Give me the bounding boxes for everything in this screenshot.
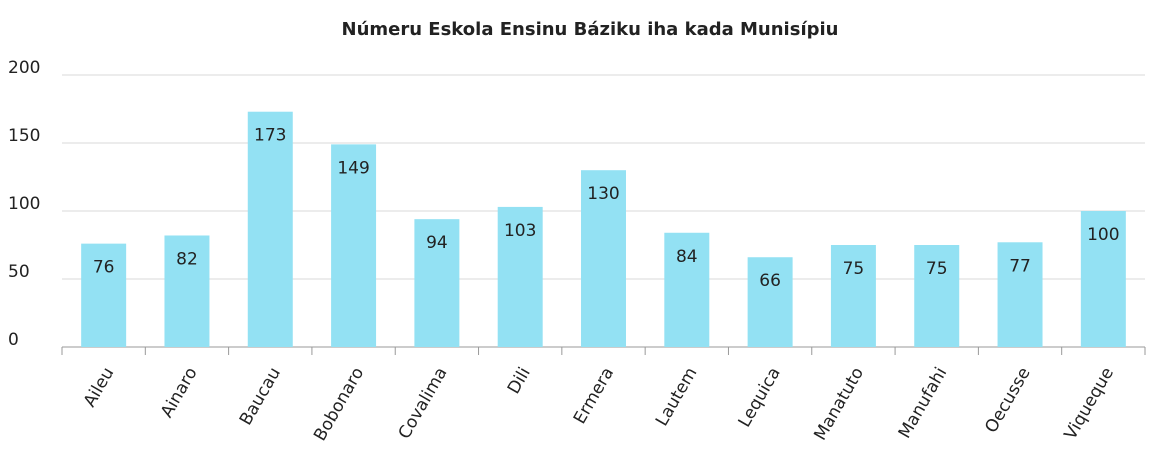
bar bbox=[1080, 211, 1126, 347]
bar bbox=[81, 243, 127, 347]
bar bbox=[497, 206, 543, 347]
y-tick-label: 150 bbox=[8, 126, 40, 146]
x-tick-label: Covalima bbox=[395, 364, 452, 443]
bar bbox=[581, 170, 626, 347]
bar bbox=[664, 232, 710, 347]
y-tick-label: 100 bbox=[8, 194, 40, 214]
value-label: 130 bbox=[587, 184, 619, 204]
bar bbox=[414, 219, 460, 347]
y-tick-label: 200 bbox=[8, 58, 40, 78]
value-label: 77 bbox=[1009, 256, 1031, 276]
x-tick-label: Viqueque bbox=[1061, 364, 1118, 443]
value-label: 75 bbox=[926, 259, 948, 279]
x-tick-label: Lautem bbox=[652, 364, 702, 430]
bar bbox=[914, 245, 960, 347]
value-label: 82 bbox=[176, 249, 198, 269]
x-tick-label: Lequica bbox=[735, 364, 785, 431]
bar bbox=[247, 111, 293, 347]
x-tick-label: Manatuto bbox=[810, 364, 868, 444]
x-tick-label: Oecusse bbox=[981, 364, 1034, 436]
value-label: 103 bbox=[504, 221, 536, 241]
value-label: 94 bbox=[426, 233, 448, 253]
x-tick-label: Dili bbox=[504, 364, 535, 398]
value-label: 76 bbox=[93, 258, 115, 278]
value-label: 173 bbox=[254, 126, 286, 146]
value-label: 149 bbox=[337, 158, 369, 178]
chart-title: Númeru Eskola Ensinu Báziku iha kada Mun… bbox=[342, 19, 839, 40]
y-tick-label: 50 bbox=[8, 262, 30, 282]
bar bbox=[164, 235, 210, 347]
value-label: 100 bbox=[1087, 225, 1119, 245]
x-tick-label: Aileu bbox=[80, 364, 118, 411]
value-label: 66 bbox=[759, 271, 781, 291]
bar bbox=[830, 245, 876, 347]
x-tick-label: Ermera bbox=[570, 364, 618, 428]
x-tick-label: Manufahi bbox=[895, 364, 952, 442]
x-tick-label: Bobonaro bbox=[310, 364, 368, 445]
value-label: 75 bbox=[843, 259, 865, 279]
bar bbox=[331, 144, 377, 347]
x-tick-label: Baucau bbox=[236, 364, 285, 429]
value-label: 84 bbox=[676, 247, 698, 267]
bar bbox=[747, 257, 793, 347]
y-tick-label: 0 bbox=[8, 330, 19, 350]
x-tick-label: Ainaro bbox=[157, 364, 202, 421]
bar bbox=[997, 242, 1043, 347]
